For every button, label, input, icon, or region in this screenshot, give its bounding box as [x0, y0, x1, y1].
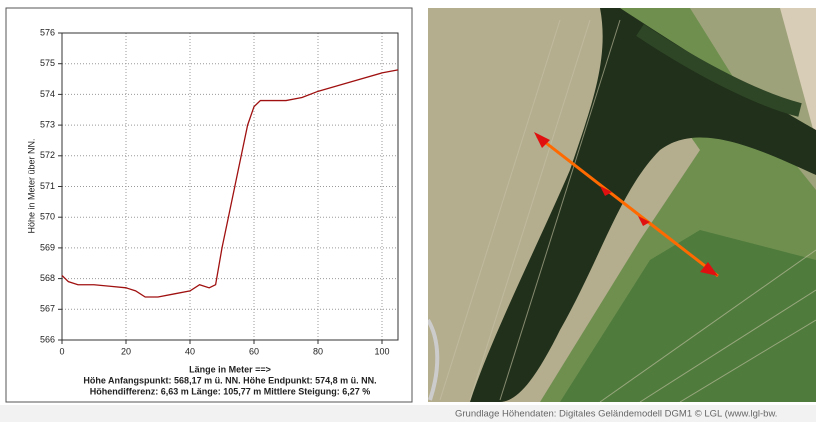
y-axis-label: Höhe in Meter über NN. — [26, 138, 36, 233]
y-tick-label: 572 — [40, 150, 55, 160]
y-tick-label: 574 — [40, 89, 55, 99]
x-tick-label: 80 — [313, 346, 323, 356]
y-tick-label: 567 — [40, 304, 55, 314]
x-tick-label: 20 — [121, 346, 131, 356]
y-tick-label: 566 — [40, 334, 55, 344]
y-tick-label: 571 — [40, 181, 55, 191]
y-tick-label: 570 — [40, 212, 55, 222]
aerial-image — [428, 8, 816, 402]
x-tick-label: 100 — [374, 346, 389, 356]
chart-panel — [6, 8, 412, 402]
x-tick-label: 60 — [249, 346, 259, 356]
y-tick-label: 575 — [40, 58, 55, 68]
y-tick-label: 576 — [40, 27, 55, 37]
y-tick-label: 569 — [40, 242, 55, 252]
y-tick-label: 573 — [40, 119, 55, 129]
x-tick-label: 40 — [185, 346, 195, 356]
x-tick-label: 0 — [59, 346, 64, 356]
y-tick-label: 568 — [40, 273, 55, 283]
page: 566 567 568 569 570 571 572 573 574 575 576 0 20 40 60… — [0, 0, 816, 422]
info-line: Höhendifferenz: 6,63 m Länge: 105,77 m M… — [90, 386, 371, 396]
x-axis-label: Länge in Meter ==> — [189, 364, 271, 374]
info-line: Höhe Anfangspunkt: 568,17 m ü. NN. Höhe … — [83, 375, 376, 385]
footer-text: Grundlage Höhendaten: Digitales Geländem… — [455, 409, 777, 420]
